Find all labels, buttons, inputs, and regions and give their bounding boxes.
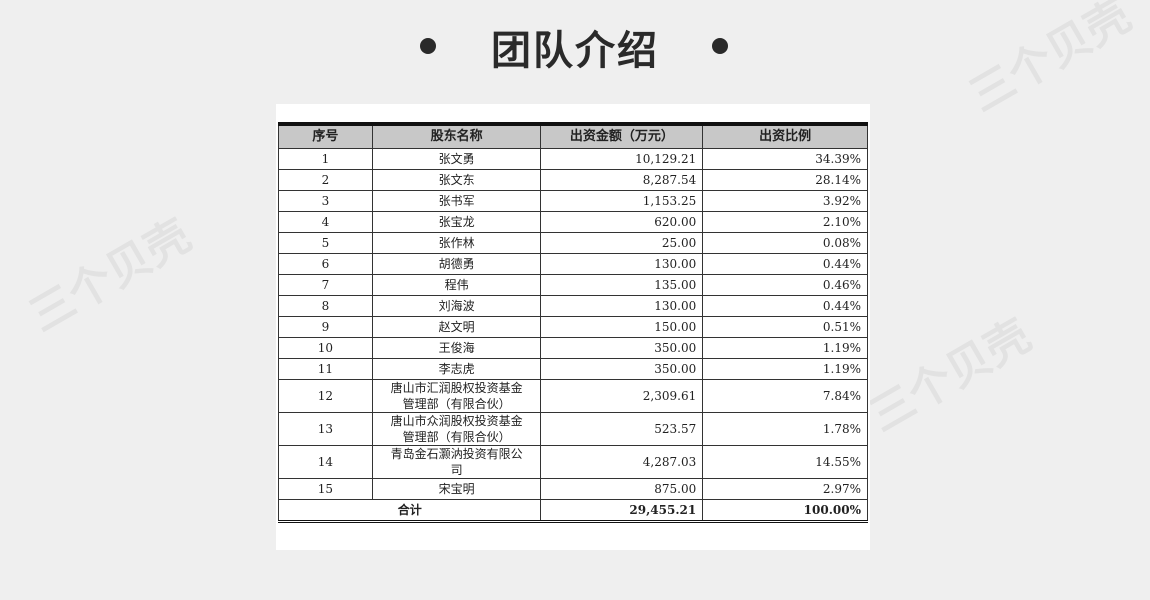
table-row: 12 唐山市汇润股权投资基金管理部（有限合伙） 2,309.61 7.84% [278, 379, 868, 413]
table-row: 13 唐山市众润股权投资基金管理部（有限合伙） 523.57 1.78% [278, 412, 868, 446]
row-index: 14 [278, 445, 373, 479]
table-row: 11 李志虎 350.00 1.19% [278, 358, 868, 380]
table-row: 9 赵文明 150.00 0.51% [278, 316, 868, 338]
ratio: 34.39% [702, 148, 868, 170]
table-row: 15 宋宝明 875.00 2.97% [278, 478, 868, 500]
total-ratio: 100.00% [702, 499, 868, 522]
table-row: 7 程伟 135.00 0.46% [278, 274, 868, 296]
table-row: 5 张作林 25.00 0.08% [278, 232, 868, 254]
amount: 130.00 [540, 295, 704, 317]
row-index: 9 [278, 316, 373, 338]
amount: 875.00 [540, 478, 704, 500]
total-row: 合计 29,455.21 100.00% [277, 499, 868, 522]
amount: 8,287.54 [540, 169, 704, 191]
shareholder-name: 张书军 [371, 190, 542, 212]
row-index: 15 [278, 478, 373, 500]
amount: 620.00 [540, 211, 704, 233]
ratio: 2.10% [702, 211, 868, 233]
amount: 350.00 [540, 337, 704, 359]
ratio: 0.08% [702, 232, 868, 254]
table-row: 2 张文东 8,287.54 28.14% [278, 169, 868, 191]
shareholder-name: 青岛金石灏汭投资有限公司 [371, 445, 542, 479]
row-index: 1 [278, 148, 373, 170]
ratio: 3.92% [702, 190, 868, 212]
shareholder-name: 唐山市众润股权投资基金管理部（有限合伙） [371, 412, 542, 446]
row-index: 12 [278, 379, 373, 413]
row-index: 6 [278, 253, 373, 275]
table-row: 10 王俊海 350.00 1.19% [278, 337, 868, 359]
ratio: 1.19% [702, 337, 868, 359]
shareholder-name: 张宝龙 [371, 211, 542, 233]
shareholder-name: 赵文明 [371, 316, 542, 338]
shareholder-name: 张文勇 [371, 148, 542, 170]
column-header: 出资金额（万元） [540, 123, 704, 149]
ratio: 7.84% [702, 379, 868, 413]
row-index: 5 [278, 232, 373, 254]
watermark: 三个贝壳 [861, 309, 1040, 442]
column-header: 股东名称 [371, 123, 542, 149]
shareholder-name: 刘海波 [371, 295, 542, 317]
shareholder-name: 宋宝明 [371, 478, 542, 500]
bullet-left [420, 38, 436, 54]
ratio: 1.19% [702, 358, 868, 380]
table-row: 3 张书军 1,153.25 3.92% [278, 190, 868, 212]
shareholder-name: 唐山市汇润股权投资基金管理部（有限合伙） [371, 379, 542, 413]
shareholder-name: 李志虎 [371, 358, 542, 380]
shareholder-name: 张作林 [371, 232, 542, 254]
table-row: 6 胡德勇 130.00 0.44% [278, 253, 868, 275]
table-row: 4 张宝龙 620.00 2.10% [278, 211, 868, 233]
ratio: 28.14% [702, 169, 868, 191]
shareholder-table-image: 序号 股东名称 出资金额（万元） 出资比例 1 张文勇 10,129.21 34.39% 2 张… [276, 104, 870, 550]
amount: 135.00 [540, 274, 704, 296]
amount: 523.57 [540, 412, 704, 446]
shareholder-name: 王俊海 [371, 337, 542, 359]
amount: 25.00 [540, 232, 704, 254]
column-header: 出资比例 [702, 123, 868, 149]
ratio: 2.97% [702, 478, 868, 500]
amount: 10,129.21 [540, 148, 704, 170]
row-index: 2 [278, 169, 373, 191]
shareholder-name: 胡德勇 [371, 253, 542, 275]
total-label: 合计 [277, 499, 542, 522]
row-index: 10 [278, 337, 373, 359]
amount: 350.00 [540, 358, 704, 380]
ratio: 0.44% [702, 253, 868, 275]
amount: 2,309.61 [540, 379, 704, 413]
row-index: 7 [278, 274, 373, 296]
page-title: 团队介绍 [491, 28, 659, 74]
ratio: 0.44% [702, 295, 868, 317]
ratio: 0.46% [702, 274, 868, 296]
watermark: 三个贝壳 [21, 209, 200, 342]
table-row: 8 刘海波 130.00 0.44% [278, 295, 868, 317]
shareholder-name: 程伟 [371, 274, 542, 296]
amount: 150.00 [540, 316, 704, 338]
row-index: 8 [278, 295, 373, 317]
row-index: 11 [278, 358, 373, 380]
shareholder-name: 张文东 [371, 169, 542, 191]
table-row: 1 张文勇 10,129.21 34.39% [278, 148, 868, 170]
total-amount: 29,455.21 [540, 499, 704, 522]
amount: 1,153.25 [540, 190, 704, 212]
column-header: 序号 [278, 123, 373, 149]
ratio: 14.55% [702, 445, 868, 479]
amount: 130.00 [540, 253, 704, 275]
row-index: 3 [278, 190, 373, 212]
table-row: 14 青岛金石灏汭投资有限公司 4,287.03 14.55% [278, 445, 868, 479]
row-index: 4 [278, 211, 373, 233]
row-index: 13 [278, 412, 373, 446]
shareholder-table: 序号 股东名称 出资金额（万元） 出资比例 1 张文勇 10,129.21 34.39% 2 张… [277, 122, 868, 523]
amount: 4,287.03 [540, 445, 704, 479]
ratio: 1.78% [702, 412, 868, 446]
bullet-right [712, 38, 728, 54]
ratio: 0.51% [702, 316, 868, 338]
